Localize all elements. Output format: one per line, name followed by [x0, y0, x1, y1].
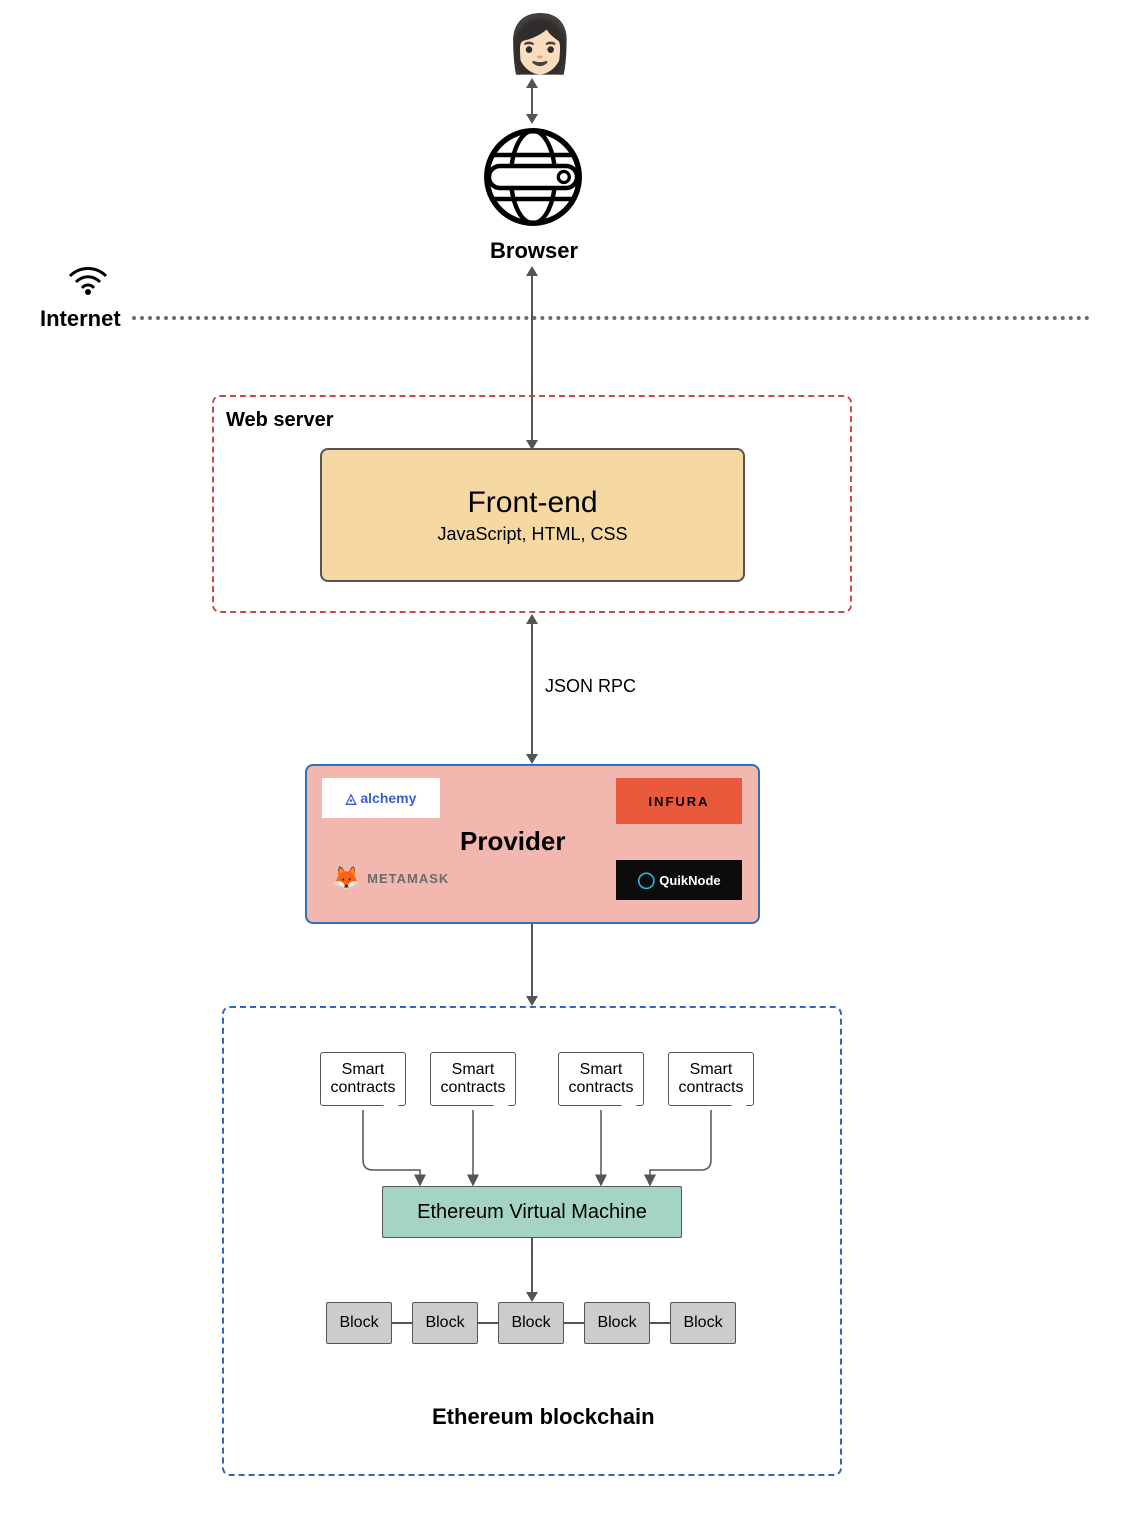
block: Block: [412, 1302, 478, 1344]
contract-connectors: [0, 0, 1130, 1536]
block-connector: [392, 1322, 412, 1324]
arrow-evm-blocks: [531, 1238, 533, 1294]
block: Block: [326, 1302, 392, 1344]
arrowhead-down: [526, 1292, 538, 1302]
block-connector: [650, 1322, 670, 1324]
block-connector: [478, 1322, 498, 1324]
block: Block: [498, 1302, 564, 1344]
blockchain-label: Ethereum blockchain: [432, 1404, 655, 1430]
evm-box: Ethereum Virtual Machine: [382, 1186, 682, 1238]
block: Block: [584, 1302, 650, 1344]
block: Block: [670, 1302, 736, 1344]
architecture-diagram: 👩🏻 Browser Internet Web server: [0, 0, 1130, 1536]
block-connector: [564, 1322, 584, 1324]
